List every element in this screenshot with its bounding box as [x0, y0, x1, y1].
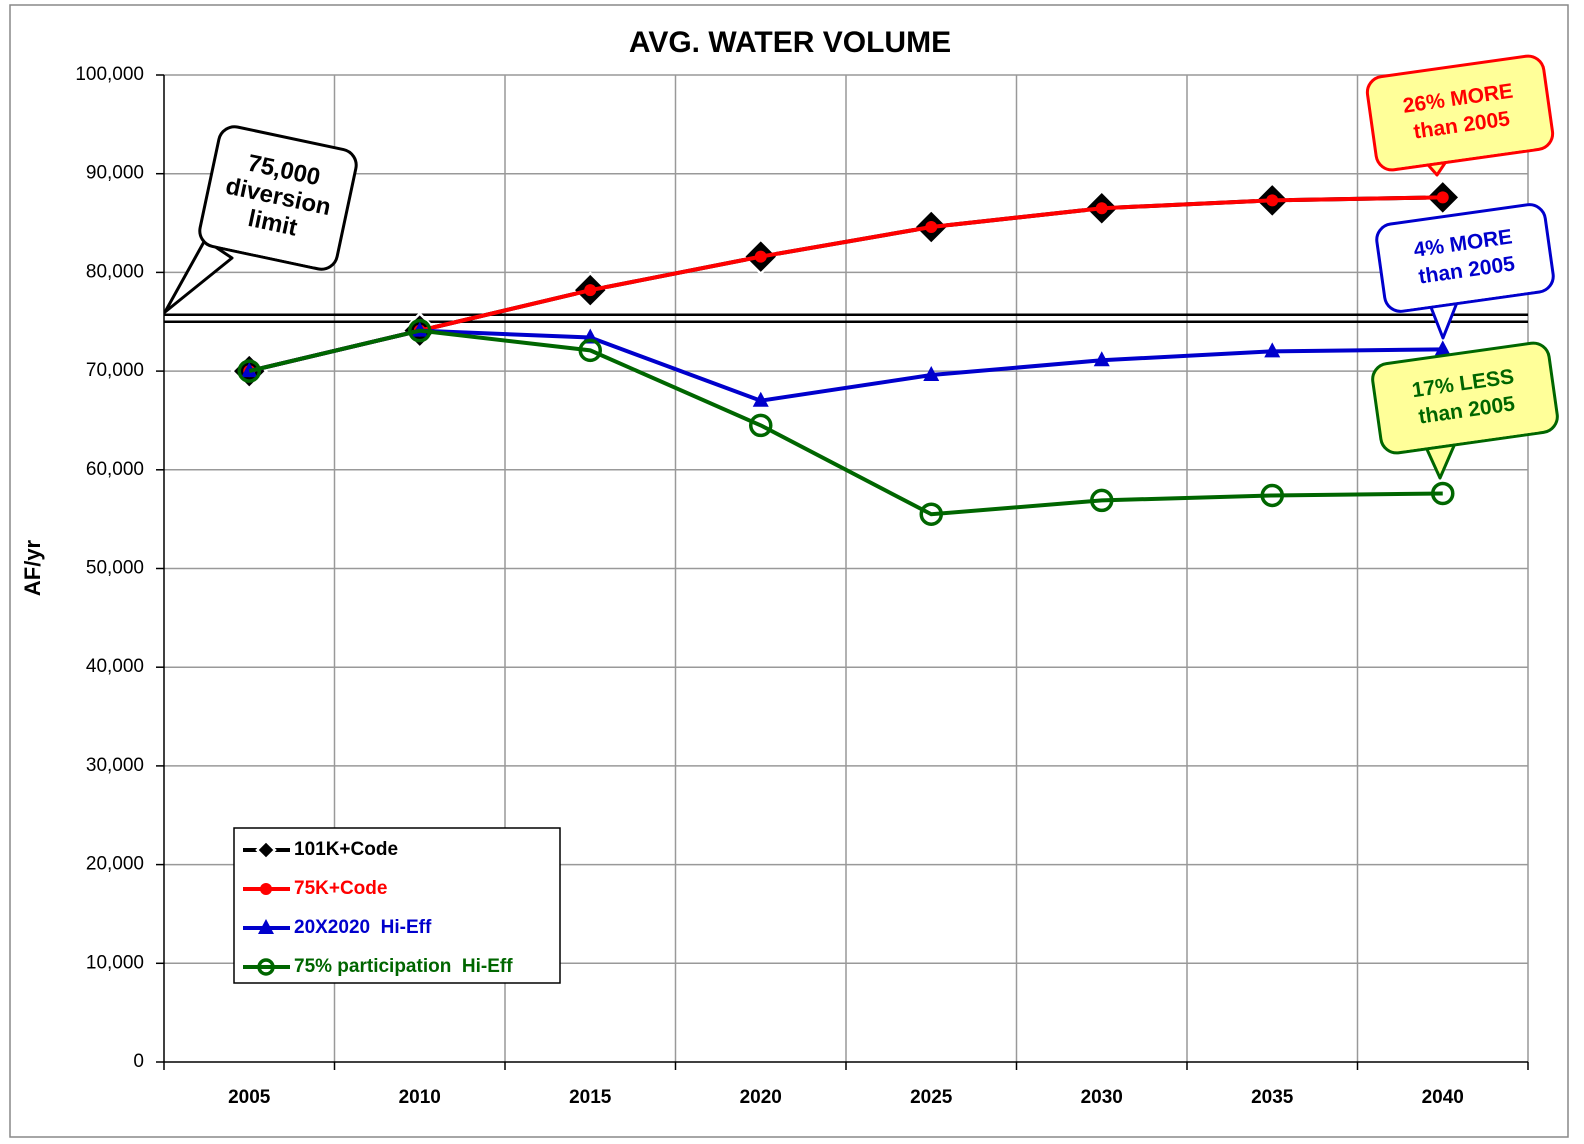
callout-tail-cover	[1397, 143, 1535, 168]
marker-circle	[1095, 202, 1108, 215]
legend-label: 101K+Code	[294, 839, 398, 860]
marker-open-circle	[919, 502, 943, 526]
legend-label: 20X2020 Hi-Eff	[294, 917, 432, 938]
y-tick-label: 60,000	[86, 459, 144, 480]
y-axis-title: AF/yr	[20, 539, 45, 596]
marker-circle	[1436, 191, 1449, 204]
marker-circle	[1266, 194, 1279, 207]
marker-open-circle	[578, 338, 602, 363]
x-tick-label: 2015	[569, 1087, 612, 1108]
marker-open-circle	[749, 413, 773, 438]
y-tick-label: 100,000	[75, 64, 144, 85]
marker-open-circle	[408, 318, 432, 343]
callout-tail-cover	[216, 241, 316, 267]
x-tick-label: 2030	[1081, 1087, 1123, 1108]
marker-triangle	[752, 391, 769, 407]
series-line	[248, 328, 1443, 403]
callout-box	[1375, 203, 1555, 313]
marker-open-circle	[237, 359, 261, 383]
chart-title: AVG. WATER VOLUME	[629, 26, 951, 59]
marker-triangle	[258, 919, 274, 934]
callout-box	[198, 125, 358, 271]
series-line	[248, 328, 1443, 517]
y-tick-label: 70,000	[86, 360, 144, 381]
x-tick-label: 2035	[1251, 1087, 1294, 1108]
callout-tail-cover	[1405, 286, 1536, 310]
marker-open-circle	[1431, 481, 1455, 506]
marker-diamond	[255, 839, 277, 861]
y-tick-label: 0	[133, 1051, 144, 1072]
y-tick-label: 10,000	[86, 952, 144, 973]
x-tick-label: 2005	[228, 1087, 271, 1108]
callout-box	[1371, 341, 1559, 455]
y-tick-label: 90,000	[86, 163, 144, 184]
marker-triangle	[1093, 351, 1110, 367]
marker-circle	[754, 250, 767, 263]
legend-box	[233, 827, 561, 984]
series-line	[248, 195, 1443, 374]
marker-triangle	[1264, 342, 1281, 358]
marker-open-circle	[257, 958, 275, 976]
x-tick-label: 2040	[1422, 1087, 1464, 1108]
x-tick-label: 2025	[910, 1087, 953, 1108]
marker-triangle	[923, 366, 940, 382]
x-tick-label: 2020	[740, 1087, 782, 1108]
y-tick-label: 30,000	[86, 755, 144, 776]
legend-label: 75% participation Hi-Eff	[294, 956, 513, 977]
y-tick-label: 50,000	[86, 558, 144, 579]
marker-circle	[925, 220, 938, 233]
legend-label: 75K+Code	[294, 878, 387, 899]
marker-open-circle	[1260, 483, 1284, 508]
marker-circle	[260, 883, 272, 895]
y-tick-label: 20,000	[86, 854, 144, 875]
x-tick-label: 2010	[399, 1087, 441, 1108]
callout-tail-cover	[1402, 427, 1540, 451]
marker-circle	[584, 284, 597, 297]
marker-open-circle	[1090, 488, 1114, 513]
marker-triangle	[1434, 340, 1451, 356]
callout-box	[1365, 54, 1555, 172]
y-tick-label: 40,000	[86, 656, 144, 677]
y-tick-label: 80,000	[86, 261, 144, 282]
